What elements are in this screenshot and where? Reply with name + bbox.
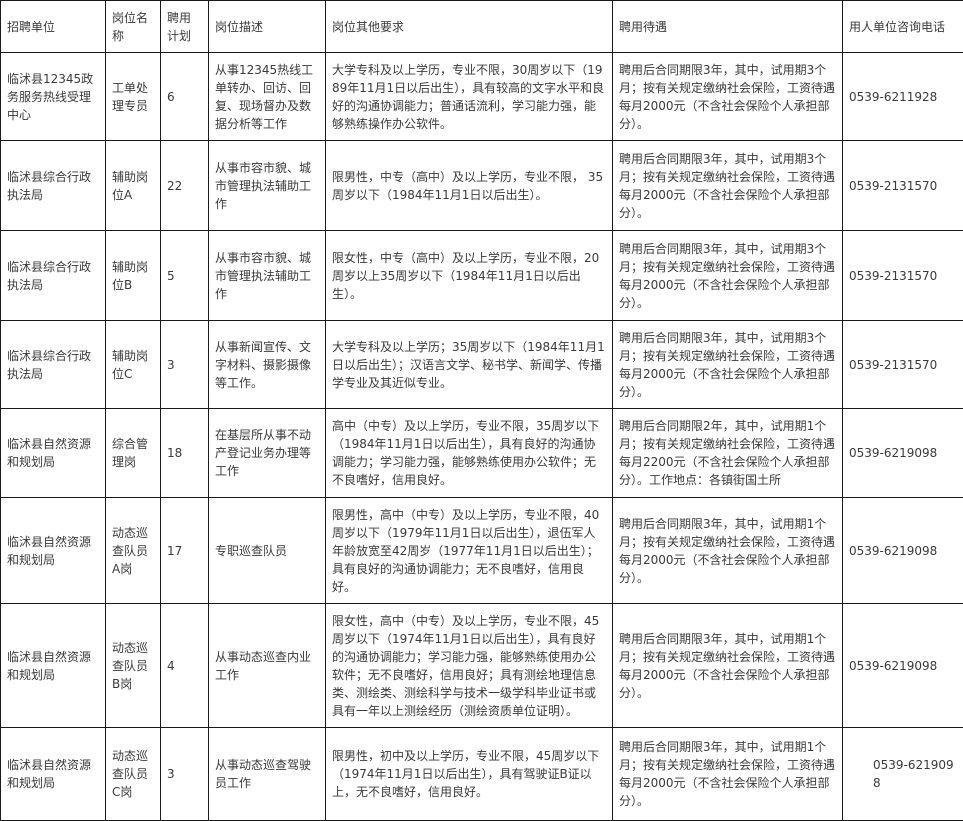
cell-requirements: 限女性，中专（高中）及以上学历，专业不限，20周岁以上35周岁以下（1984年1… (326, 231, 613, 321)
cell-benefits: 聘用后合同期限3年，其中，试用期3个月；按有关规定缴纳社会保险，工资待遇每月20… (613, 53, 843, 141)
cell-requirements: 大学专科及以上学历，专业不限，30周岁以下（1989年11月1日以后出生），具有… (326, 53, 613, 141)
cell-phone: 0539-2131570 (843, 141, 963, 231)
header-benefits: 聘用待遇 (613, 1, 843, 53)
cell-phone: 0539-6219098 (843, 409, 963, 498)
cell-description: 从事动态巡查内业工作 (209, 604, 326, 728)
cell-phone: 0539-6219098 (843, 604, 963, 728)
cell-benefits: 聘用后合同期限3年，其中，试用期3个月；按有关规定缴纳社会保险，工资待遇每月20… (613, 321, 843, 409)
cell-description: 从事12345热线工单转办、回访、回复、现场督办及数据分析等工作 (209, 53, 326, 141)
header-requirements: 岗位其他要求 (326, 1, 613, 53)
cell-requirements: 限男性，高中（中专）及以上学历，专业不限，40周岁以下（1979年11月1日以后… (326, 498, 613, 604)
cell-requirements: 高中（中专）及以上学历，专业不限，35周岁以下（1984年11月1日以后出生），… (326, 409, 613, 498)
cell-description: 专职巡查队员 (209, 498, 326, 604)
cell-phone: 0539-2131570 (843, 321, 963, 409)
cell-unit: 临沭县自然资源和规划局 (1, 498, 106, 604)
cell-unit: 临沭县自然资源和规划局 (1, 728, 106, 821)
cell-quota: 22 (161, 141, 209, 231)
cell-phone: 0539-6211928 (843, 53, 963, 141)
header-position: 岗位名称 (106, 1, 161, 53)
cell-position: 辅助岗位B (106, 231, 161, 321)
cell-quota: 17 (161, 498, 209, 604)
cell-quota: 3 (161, 321, 209, 409)
cell-description: 从事市容市貌、城市管理执法辅助工作 (209, 141, 326, 231)
cell-unit: 临沭县综合行政执法局 (1, 141, 106, 231)
cell-position: 动态巡查队员C岗 (106, 728, 161, 821)
cell-unit: 临沭县12345政务服务热线受理中心 (1, 53, 106, 141)
cell-requirements: 大学专科及以上学历；35周岁以下（1984年11月1日以后出生）；汉语言文学、秘… (326, 321, 613, 409)
header-quota: 聘用计划 (161, 1, 209, 53)
cell-position: 辅助岗位C (106, 321, 161, 409)
header-unit: 招聘单位 (1, 1, 106, 53)
cell-position: 动态巡查队员B岗 (106, 604, 161, 728)
cell-position: 动态巡查队员A岗 (106, 498, 161, 604)
cell-phone: 0539-6219098 (843, 728, 963, 821)
header-description: 岗位描述 (209, 1, 326, 53)
cell-position: 辅助岗位A (106, 141, 161, 231)
cell-unit: 临沭县综合行政执法局 (1, 231, 106, 321)
header-row: 招聘单位岗位名称聘用计划岗位描述岗位其他要求聘用待遇用人单位咨询电话 (1, 1, 963, 53)
cell-description: 从事动态巡查驾驶员工作 (209, 728, 326, 821)
cell-requirements: 限男性，初中及以上学历，专业不限，45周岁以下（1974年11月1日以后出生），… (326, 728, 613, 821)
cell-quota: 6 (161, 53, 209, 141)
cell-benefits: 聘用后合同期限3年，其中，试用期1个月；按有关规定缴纳社会保险，工资待遇每月20… (613, 604, 843, 728)
cell-requirements: 限男性，中专（高中）及以上学历，专业不限， 35周岁以下（1984年11月1日以… (326, 141, 613, 231)
cell-benefits: 聘用后合同期限3年，其中，试用期3个月；按有关规定缴纳社会保险，工资待遇每月20… (613, 141, 843, 231)
cell-phone: 0539-6219098 (843, 498, 963, 604)
cell-description: 从事新闻宣传、文字材料、摄影摄像等工作。 (209, 321, 326, 409)
cell-quota: 5 (161, 231, 209, 321)
header-phone: 用人单位咨询电话 (843, 1, 963, 53)
cell-unit: 临沭县综合行政执法局 (1, 321, 106, 409)
cell-benefits: 聘用后合同期限3年，其中，试用期1个月；按有关规定缴纳社会保险，工资待遇每月20… (613, 728, 843, 821)
cell-quota: 18 (161, 409, 209, 498)
cell-quota: 4 (161, 604, 209, 728)
cell-position: 综合管理岗 (106, 409, 161, 498)
cell-benefits: 聘用后合同期限3年，其中，试用期3个月；按有关规定缴纳社会保险，工资待遇每月20… (613, 231, 843, 321)
cell-requirements: 限女性，高中（中专）及以上学历，专业不限，45周岁以下（1974年11月1日以后… (326, 604, 613, 728)
cell-benefits: 聘用后合同期限2年，其中，试用期1个月；按有关规定缴纳社会保险，工资待遇每月22… (613, 409, 843, 498)
cell-quota: 3 (161, 728, 209, 821)
cell-description: 在基层所从事不动产登记业务办理等工作 (209, 409, 326, 498)
cell-phone: 0539-2131570 (843, 231, 963, 321)
cell-unit: 临沭县自然资源和规划局 (1, 409, 106, 498)
cell-position: 工单处理专员 (106, 53, 161, 141)
cell-benefits: 聘用后合同期限3年，其中，试用期1个月；按有关规定缴纳社会保险，工资待遇每月20… (613, 498, 843, 604)
cell-unit: 临沭县自然资源和规划局 (1, 604, 106, 728)
cell-description: 从事市容市貌、城市管理执法辅助工作 (209, 231, 326, 321)
